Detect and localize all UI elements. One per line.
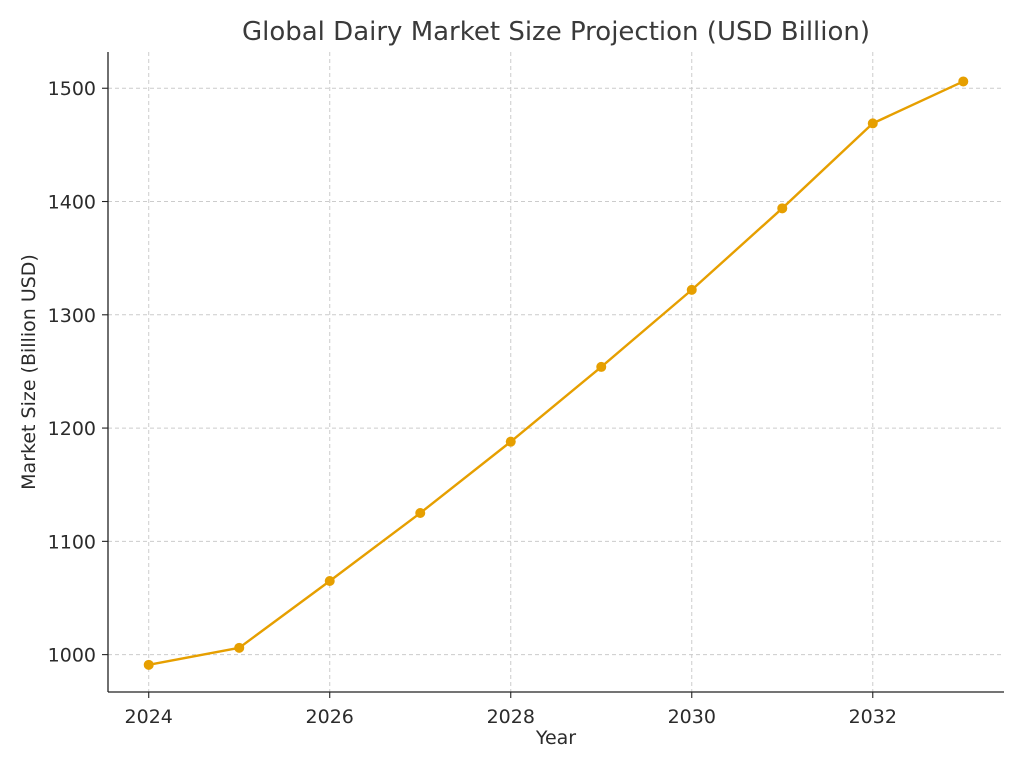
x-tick-label: 2032	[849, 706, 897, 728]
data-point-marker	[867, 118, 878, 129]
x-tick-label: 2030	[668, 706, 716, 728]
series-line	[147, 80, 965, 667]
x-tick-label: 2028	[487, 706, 535, 728]
data-point-marker	[143, 659, 154, 670]
data-point-marker	[505, 436, 516, 447]
x-ticks: 2024 2026 2028 2030 2032	[125, 692, 897, 728]
x-axis-label: Year	[535, 727, 576, 749]
data-point-marker	[324, 575, 335, 586]
y-tick-label: 1300	[48, 305, 96, 327]
x-tick-label: 2024	[125, 706, 173, 728]
data-point-marker	[958, 76, 969, 87]
data-series	[143, 76, 969, 670]
data-point-marker	[234, 642, 245, 653]
grid	[108, 52, 1004, 692]
y-tick-label: 1100	[48, 531, 96, 553]
data-point-marker	[415, 508, 426, 519]
data-point-marker	[686, 284, 697, 295]
y-ticks: 1000 1100 1200 1300 1400 1500	[48, 78, 108, 667]
data-point-marker	[596, 361, 607, 372]
data-point-marker	[777, 203, 788, 214]
y-tick-label: 1000	[48, 645, 96, 667]
y-tick-label: 1500	[48, 78, 96, 100]
chart-title: Global Dairy Market Size Projection (USD…	[242, 17, 870, 47]
x-tick-label: 2026	[306, 706, 354, 728]
y-tick-label: 1200	[48, 418, 96, 440]
axes	[107, 52, 1004, 693]
y-axis-label: Market Size (Billion USD)	[18, 254, 40, 490]
y-tick-label: 1400	[48, 192, 96, 214]
